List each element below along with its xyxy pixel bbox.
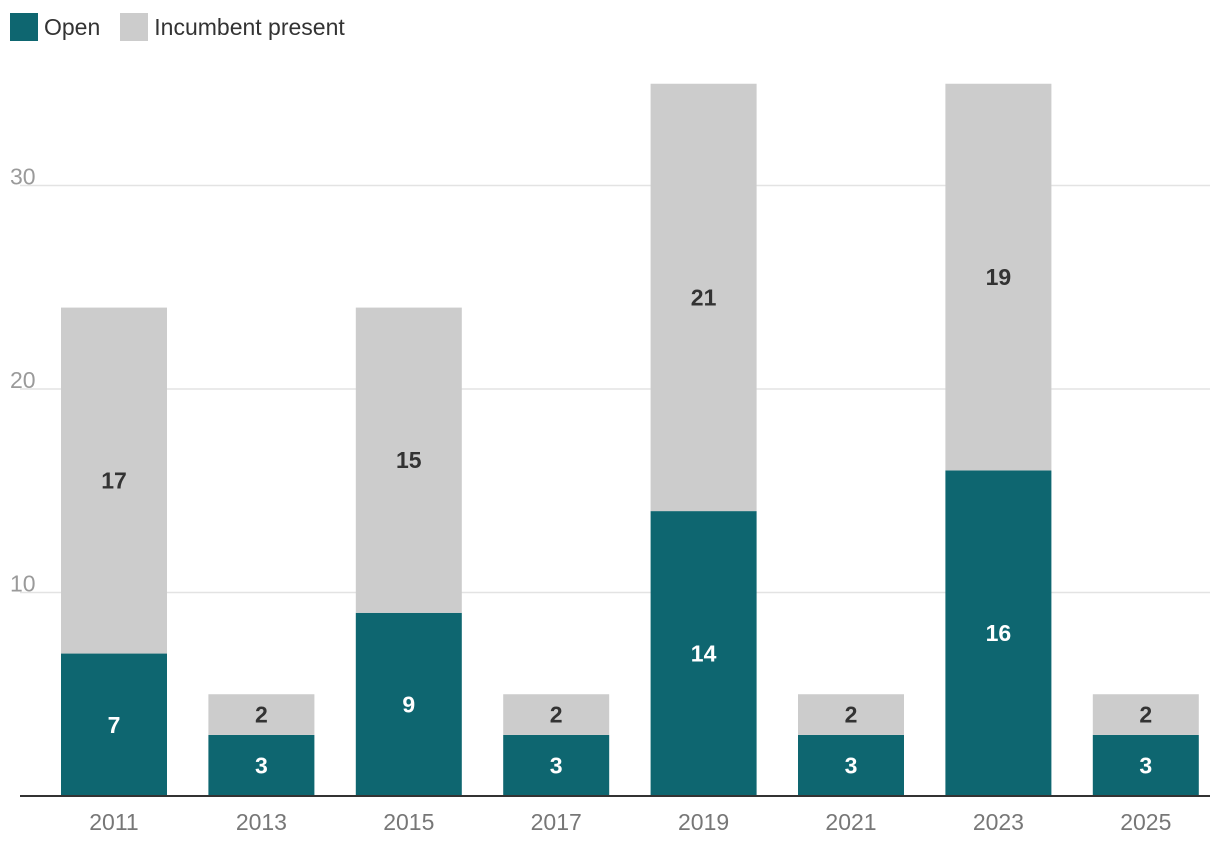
data-label-incumbent-present-2021: 2 (845, 702, 858, 728)
bar-open-2011 (61, 653, 167, 796)
bars (61, 83, 1199, 796)
y-tick-label-20: 20 (10, 367, 36, 393)
data-label-open-2011: 7 (108, 712, 121, 738)
x-tick-label-2023: 2023 (973, 809, 1024, 835)
bar-open-2015 (355, 612, 462, 796)
data-label-incumbent-present-2013: 2 (255, 702, 268, 728)
legend-swatch-open (10, 13, 38, 41)
bar-open-2013 (208, 734, 315, 796)
bar-incumbent-present-2019 (650, 83, 757, 512)
legend-item-open: Open (10, 13, 100, 41)
data-labels: 7 17 3 2 9 15 3 2 14 21 3 2 16 19 3 2 (101, 264, 1152, 778)
data-label-open-2015: 9 (402, 691, 415, 717)
bar-incumbent-present-2015 (355, 307, 462, 613)
data-label-incumbent-present-2023: 19 (986, 264, 1012, 290)
bar-open-2017 (503, 734, 610, 796)
bar-incumbent-present-2017 (503, 694, 610, 735)
x-tick-label-2011: 2011 (89, 809, 138, 835)
data-label-incumbent-present-2019: 21 (691, 284, 717, 310)
x-tick-label-2013: 2013 (236, 809, 287, 835)
data-label-open-2023: 16 (986, 620, 1012, 646)
data-label-incumbent-present-2015: 15 (396, 447, 422, 473)
bar-open-2023 (945, 470, 1052, 796)
data-label-incumbent-present-2011: 17 (101, 468, 127, 494)
x-tick-label-2019: 2019 (678, 809, 729, 835)
data-label-open-2013: 3 (255, 752, 268, 778)
bar-incumbent-present-2013 (208, 694, 315, 735)
legend-swatch-incumbent-present (120, 13, 149, 41)
data-label-incumbent-present-2025: 2 (1139, 702, 1152, 728)
data-label-open-2019: 14 (691, 641, 717, 667)
bar-incumbent-present-2025 (1092, 694, 1199, 735)
chart-legend: Open Incumbent present (10, 12, 365, 42)
bar-incumbent-present-2021 (798, 694, 904, 735)
bar-open-2021 (798, 734, 904, 796)
bar-incumbent-present-2023 (945, 83, 1052, 471)
y-tick-label-10: 10 (10, 571, 36, 597)
data-label-open-2025: 3 (1139, 752, 1152, 778)
bar-open-2025 (1092, 734, 1199, 796)
x-tick-label-2025: 2025 (1120, 809, 1171, 835)
legend-item-incumbent-present: Incumbent present (120, 13, 345, 41)
axes: 10 20 30 2011 2013 2015 2017 2019 2021 2023 2025 (10, 164, 1210, 835)
data-label-open-2021: 3 (845, 752, 858, 778)
x-tick-label-2017: 2017 (531, 809, 582, 835)
bar-incumbent-present-2011 (61, 307, 167, 654)
legend-label-incumbent-present: Incumbent present (154, 13, 345, 40)
legend-label-open: Open (44, 13, 101, 40)
x-tick-label-2015: 2015 (383, 809, 434, 835)
x-tick-label-2021: 2021 (825, 809, 876, 835)
bar-open-2019 (650, 511, 757, 796)
data-label-open-2017: 3 (550, 752, 563, 778)
y-tick-label-30: 30 (10, 164, 36, 190)
data-label-incumbent-present-2017: 2 (550, 702, 563, 728)
